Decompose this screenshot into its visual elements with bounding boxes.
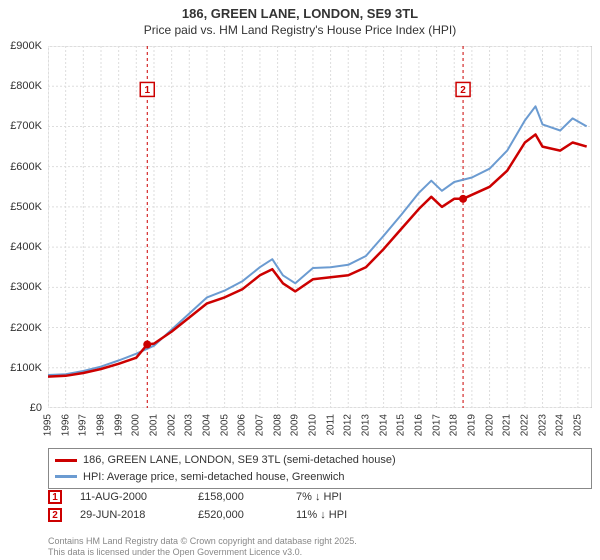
x-axis-label: 2018	[449, 414, 460, 436]
x-axis-label: 2009	[290, 414, 301, 436]
y-axis-label: £500K	[10, 201, 42, 213]
chart-title-line2: Price paid vs. HM Land Registry's House …	[0, 23, 600, 39]
x-axis-label: 1998	[95, 414, 106, 436]
chart-container: 186, GREEN LANE, LONDON, SE9 3TL Price p…	[0, 0, 600, 560]
x-axis-label: 2023	[537, 414, 548, 436]
x-axis-label: 2004	[201, 414, 212, 436]
sales-table: 1 11-AUG-2000 £158,000 7% ↓ HPI 2 29-JUN-2018…	[48, 488, 592, 524]
sale-diff: 7% ↓ HPI	[296, 491, 396, 503]
sale-row: 2 29-JUN-2018 £520,000 11% ↓ HPI	[48, 506, 592, 524]
legend-label: HPI: Average price, semi-detached house,…	[83, 469, 345, 486]
chart-title-line1: 186, GREEN LANE, LONDON, SE9 3TL	[0, 0, 600, 23]
x-axis-label: 2022	[519, 414, 530, 436]
attribution-line2: This data is licensed under the Open Gov…	[48, 547, 357, 558]
x-axis-label: 2012	[343, 414, 354, 436]
y-axis-label: £100K	[10, 362, 42, 374]
x-axis-label: 1999	[113, 414, 124, 436]
x-axis-label: 2024	[555, 414, 566, 436]
x-axis-label: 2010	[307, 414, 318, 436]
legend-label: 186, GREEN LANE, LONDON, SE9 3TL (semi-d…	[83, 452, 396, 469]
x-axis-label: 2000	[131, 414, 142, 436]
y-axis-label: £900K	[10, 40, 42, 52]
legend-row: HPI: Average price, semi-detached house,…	[55, 469, 585, 486]
legend-swatch	[55, 475, 77, 478]
legend: 186, GREEN LANE, LONDON, SE9 3TL (semi-d…	[48, 448, 592, 489]
sale-price: £158,000	[198, 491, 278, 503]
y-axis-label: £600K	[10, 161, 42, 173]
svg-text:2: 2	[460, 85, 466, 96]
x-axis-label: 2007	[254, 414, 265, 436]
x-axis-label: 2001	[148, 414, 159, 436]
plot-area: 12	[48, 46, 592, 408]
x-axis: 1995199619971998199920002001200220032004…	[48, 412, 592, 446]
y-axis-label: £800K	[10, 80, 42, 92]
sale-marker-icon: 1	[48, 490, 62, 504]
x-axis-label: 1997	[78, 414, 89, 436]
sale-date: 11-AUG-2000	[80, 491, 180, 503]
svg-text:1: 1	[144, 85, 150, 96]
x-axis-label: 2006	[237, 414, 248, 436]
x-axis-label: 2025	[572, 414, 583, 436]
x-axis-label: 2008	[272, 414, 283, 436]
y-axis-label: £0	[30, 402, 42, 414]
x-axis-label: 2002	[166, 414, 177, 436]
attribution-line1: Contains HM Land Registry data © Crown c…	[48, 536, 357, 547]
attribution: Contains HM Land Registry data © Crown c…	[48, 536, 357, 558]
x-axis-label: 2003	[184, 414, 195, 436]
x-axis-label: 2019	[466, 414, 477, 436]
y-axis: £0£100K£200K£300K£400K£500K£600K£700K£80…	[0, 46, 46, 408]
x-axis-label: 1995	[43, 414, 54, 436]
x-axis-label: 2017	[431, 414, 442, 436]
x-axis-label: 2016	[413, 414, 424, 436]
x-axis-label: 2015	[396, 414, 407, 436]
y-axis-label: £400K	[10, 241, 42, 253]
sale-diff: 11% ↓ HPI	[296, 509, 396, 521]
x-axis-label: 2020	[484, 414, 495, 436]
x-axis-label: 2011	[325, 414, 336, 436]
sale-date: 29-JUN-2018	[80, 509, 180, 521]
chart-svg: 12	[48, 46, 592, 408]
sale-row: 1 11-AUG-2000 £158,000 7% ↓ HPI	[48, 488, 592, 506]
sale-price: £520,000	[198, 509, 278, 521]
legend-row: 186, GREEN LANE, LONDON, SE9 3TL (semi-d…	[55, 452, 585, 469]
y-axis-label: £200K	[10, 322, 42, 334]
x-axis-label: 1996	[60, 414, 71, 436]
x-axis-label: 2021	[502, 414, 513, 436]
legend-swatch	[55, 459, 77, 462]
sale-marker-icon: 2	[48, 508, 62, 522]
y-axis-label: £300K	[10, 281, 42, 293]
y-axis-label: £700K	[10, 120, 42, 132]
x-axis-label: 2013	[360, 414, 371, 436]
x-axis-label: 2014	[378, 414, 389, 436]
x-axis-label: 2005	[219, 414, 230, 436]
